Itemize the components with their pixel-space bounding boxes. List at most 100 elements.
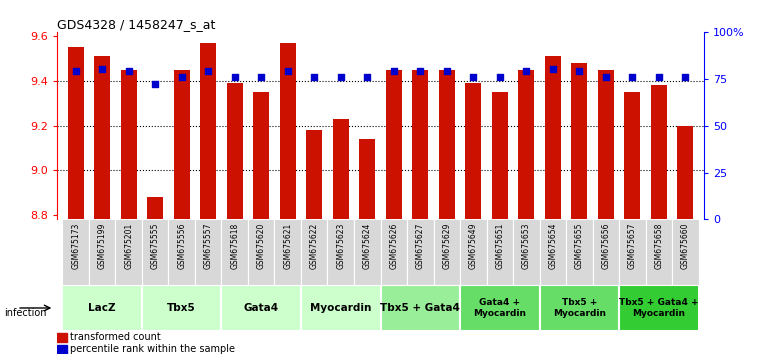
Bar [327,219,354,285]
Bar [386,70,402,219]
Point [282,68,294,74]
Point [387,68,400,74]
Bar [57,333,67,343]
Point [96,67,108,72]
Text: GSM675653: GSM675653 [522,223,531,269]
Text: Gata4 +
Myocardin: Gata4 + Myocardin [473,298,527,318]
Text: GSM675649: GSM675649 [469,223,478,269]
Text: GSM675651: GSM675651 [495,223,505,269]
Bar [62,219,89,285]
Text: GSM675656: GSM675656 [601,223,610,269]
Point [123,68,135,74]
Text: GSM675623: GSM675623 [336,223,345,269]
Bar [116,219,142,285]
Bar [619,285,699,331]
Text: GSM675557: GSM675557 [204,223,212,269]
Text: GSM675658: GSM675658 [654,223,664,269]
Point [149,81,161,87]
Point [255,74,267,80]
Text: GSM675201: GSM675201 [124,223,133,269]
Point [680,74,692,80]
Bar [492,92,508,219]
Bar [540,285,619,331]
Point [467,74,479,80]
Bar [89,219,116,285]
Point [69,68,81,74]
Text: LacZ: LacZ [88,303,116,313]
Bar [465,83,481,219]
Text: transformed count: transformed count [70,332,161,342]
Bar [227,83,243,219]
Bar [566,219,593,285]
Bar [68,47,84,219]
Text: Tbx5: Tbx5 [167,303,196,313]
Bar [57,345,67,354]
Text: GSM675624: GSM675624 [363,223,371,269]
Point [414,68,426,74]
Text: Tbx5 + Gata4 +
Myocardin: Tbx5 + Gata4 + Myocardin [619,298,699,318]
Bar [94,56,110,219]
Bar [407,219,434,285]
Bar [677,126,693,219]
Bar [572,63,587,219]
Text: GSM675655: GSM675655 [575,223,584,269]
Point [335,74,347,80]
Bar [540,219,566,285]
Bar [142,285,221,331]
Text: GSM675654: GSM675654 [549,223,557,269]
Bar [248,219,275,285]
Bar [513,219,540,285]
Bar [651,85,667,219]
Bar [306,130,322,219]
Text: Tbx5 +
Myocardin: Tbx5 + Myocardin [552,298,606,318]
Bar [439,70,455,219]
Bar [380,219,407,285]
Point [626,74,638,80]
Bar [619,219,645,285]
Bar [672,219,699,285]
Point [441,68,453,74]
Point [653,74,665,80]
Bar [221,219,248,285]
Text: Tbx5 + Gata4: Tbx5 + Gata4 [380,303,460,313]
Bar [142,219,168,285]
Text: GSM675627: GSM675627 [416,223,425,269]
Bar [460,285,540,331]
Bar [333,119,349,219]
Bar [354,219,380,285]
Bar [147,197,163,219]
Bar [221,285,301,331]
Point [176,74,188,80]
Bar [593,219,619,285]
Bar [460,219,486,285]
Text: GSM675618: GSM675618 [230,223,239,269]
Bar [486,219,513,285]
Bar [645,219,672,285]
Point [228,74,240,80]
Text: infection: infection [4,308,46,318]
Point [546,67,559,72]
Text: Gata4: Gata4 [244,303,279,313]
Text: Myocardin: Myocardin [310,303,371,313]
Text: GSM675629: GSM675629 [442,223,451,269]
Point [308,74,320,80]
Bar [301,285,380,331]
Text: GSM675556: GSM675556 [177,223,186,269]
Bar [518,70,534,219]
Text: GSM675660: GSM675660 [681,223,690,269]
Point [494,74,506,80]
Bar [280,43,296,219]
Point [202,68,215,74]
Bar [434,219,460,285]
Bar [168,219,195,285]
Text: GSM675555: GSM675555 [151,223,160,269]
Point [600,74,612,80]
Text: GSM675173: GSM675173 [71,223,80,269]
Point [573,68,585,74]
Text: GSM675657: GSM675657 [628,223,637,269]
Bar [598,70,614,219]
Bar [62,285,142,331]
Bar [359,139,375,219]
Bar [200,43,216,219]
Text: GDS4328 / 1458247_s_at: GDS4328 / 1458247_s_at [57,18,215,31]
